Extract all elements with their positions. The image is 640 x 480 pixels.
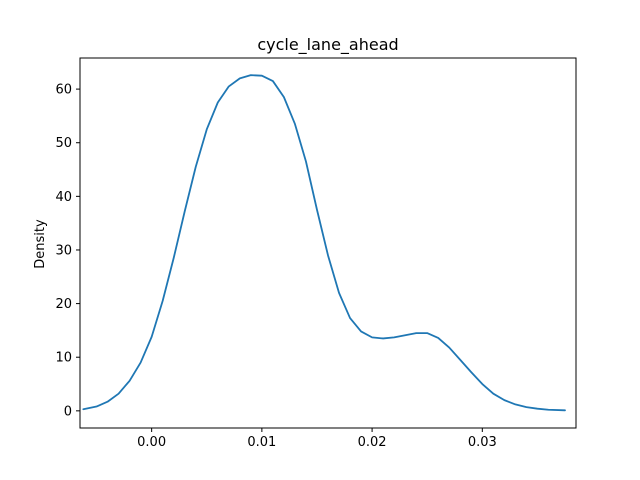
y-tick-label: 0: [64, 404, 72, 419]
y-tick-label: 20: [55, 297, 72, 312]
x-tick-label: 0.00: [137, 435, 166, 450]
y-axis-label: Density: [33, 219, 48, 269]
y-tick-label: 50: [55, 136, 72, 151]
chart-title: cycle_lane_ahead: [257, 35, 398, 55]
y-tick-label: 10: [55, 351, 72, 366]
y-tick-label: 60: [55, 83, 72, 98]
density-line: [82, 74, 566, 412]
x-tick-label: 0.01: [247, 435, 276, 450]
y-tick-label: 30: [55, 243, 72, 258]
x-tick-label: 0.02: [358, 435, 387, 450]
plot-area: [82, 74, 566, 412]
plot-frame: [79, 57, 577, 429]
y-tick-label: 40: [55, 190, 72, 205]
x-axis: 0.00 0.01 0.02 0.03: [137, 428, 497, 450]
x-tick-label: 0.03: [468, 435, 497, 450]
y-axis: 0 10 20 30 40 50 60: [55, 83, 80, 419]
